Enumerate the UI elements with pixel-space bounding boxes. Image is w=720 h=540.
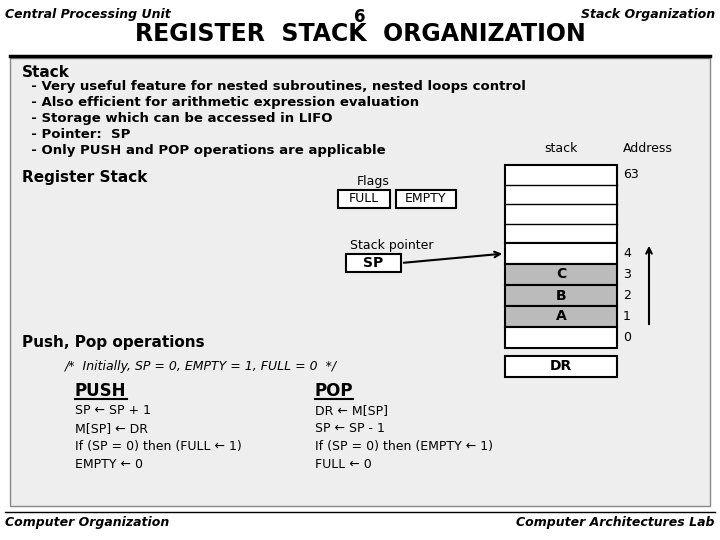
Bar: [505, 285, 617, 306]
Text: /*  Initially, SP = 0, EMPTY = 1, FULL = 0  */: /* Initially, SP = 0, EMPTY = 1, FULL = …: [65, 360, 337, 373]
Text: - Only PUSH and POP operations are applicable: - Only PUSH and POP operations are appli…: [22, 144, 386, 157]
Bar: [505, 165, 617, 243]
Text: POP: POP: [315, 382, 354, 400]
Text: 2: 2: [623, 289, 631, 302]
Text: Stack pointer: Stack pointer: [350, 239, 433, 252]
Bar: [346, 254, 401, 272]
Bar: [10, 58, 710, 506]
Text: DR ← M[SP]: DR ← M[SP]: [315, 404, 388, 417]
Bar: [396, 190, 456, 208]
Text: PUSH: PUSH: [75, 382, 127, 400]
Text: - Storage which can be accessed in LIFO: - Storage which can be accessed in LIFO: [22, 112, 333, 125]
Bar: [505, 264, 617, 285]
Text: 63: 63: [623, 168, 639, 181]
Text: Stack Organization: Stack Organization: [581, 8, 715, 21]
Text: - Also efficient for arithmetic expression evaluation: - Also efficient for arithmetic expressi…: [22, 96, 419, 109]
Text: Computer Architectures Lab: Computer Architectures Lab: [516, 516, 715, 529]
Text: EMPTY ← 0: EMPTY ← 0: [75, 458, 143, 471]
Text: 6: 6: [354, 8, 366, 26]
Text: DR: DR: [550, 360, 572, 374]
Text: If (SP = 0) then (FULL ← 1): If (SP = 0) then (FULL ← 1): [75, 440, 242, 453]
Text: - Pointer:  SP: - Pointer: SP: [22, 128, 130, 141]
Bar: [505, 306, 617, 327]
Text: Stack: Stack: [22, 65, 70, 80]
Text: FULL: FULL: [349, 192, 379, 206]
Text: FULL ← 0: FULL ← 0: [315, 458, 372, 471]
Text: 4: 4: [623, 247, 631, 260]
Text: B: B: [556, 288, 567, 302]
Text: Computer Organization: Computer Organization: [5, 516, 169, 529]
Text: Push, Pop operations: Push, Pop operations: [22, 335, 204, 350]
Text: Central Processing Unit: Central Processing Unit: [5, 8, 171, 21]
Text: Flags: Flags: [356, 175, 390, 188]
Text: REGISTER  STACK  ORGANIZATION: REGISTER STACK ORGANIZATION: [135, 22, 585, 46]
Text: stack: stack: [544, 142, 577, 155]
Text: If (SP = 0) then (EMPTY ← 1): If (SP = 0) then (EMPTY ← 1): [315, 440, 493, 453]
Bar: [505, 356, 617, 377]
Bar: [338, 190, 390, 208]
Text: EMPTY: EMPTY: [405, 192, 446, 206]
Text: 3: 3: [623, 268, 631, 281]
Text: A: A: [556, 309, 567, 323]
Text: M[SP] ← DR: M[SP] ← DR: [75, 422, 148, 435]
Text: - Very useful feature for nested subroutines, nested loops control: - Very useful feature for nested subrout…: [22, 80, 526, 93]
Text: Register Stack: Register Stack: [22, 170, 148, 185]
Text: Address: Address: [623, 142, 673, 155]
Text: SP: SP: [363, 256, 383, 270]
Text: SP ← SP - 1: SP ← SP - 1: [315, 422, 385, 435]
Text: 0: 0: [623, 331, 631, 344]
Bar: [505, 327, 617, 348]
Text: C: C: [556, 267, 566, 281]
Text: SP ← SP + 1: SP ← SP + 1: [75, 404, 151, 417]
Text: 1: 1: [623, 310, 631, 323]
Bar: [505, 243, 617, 264]
